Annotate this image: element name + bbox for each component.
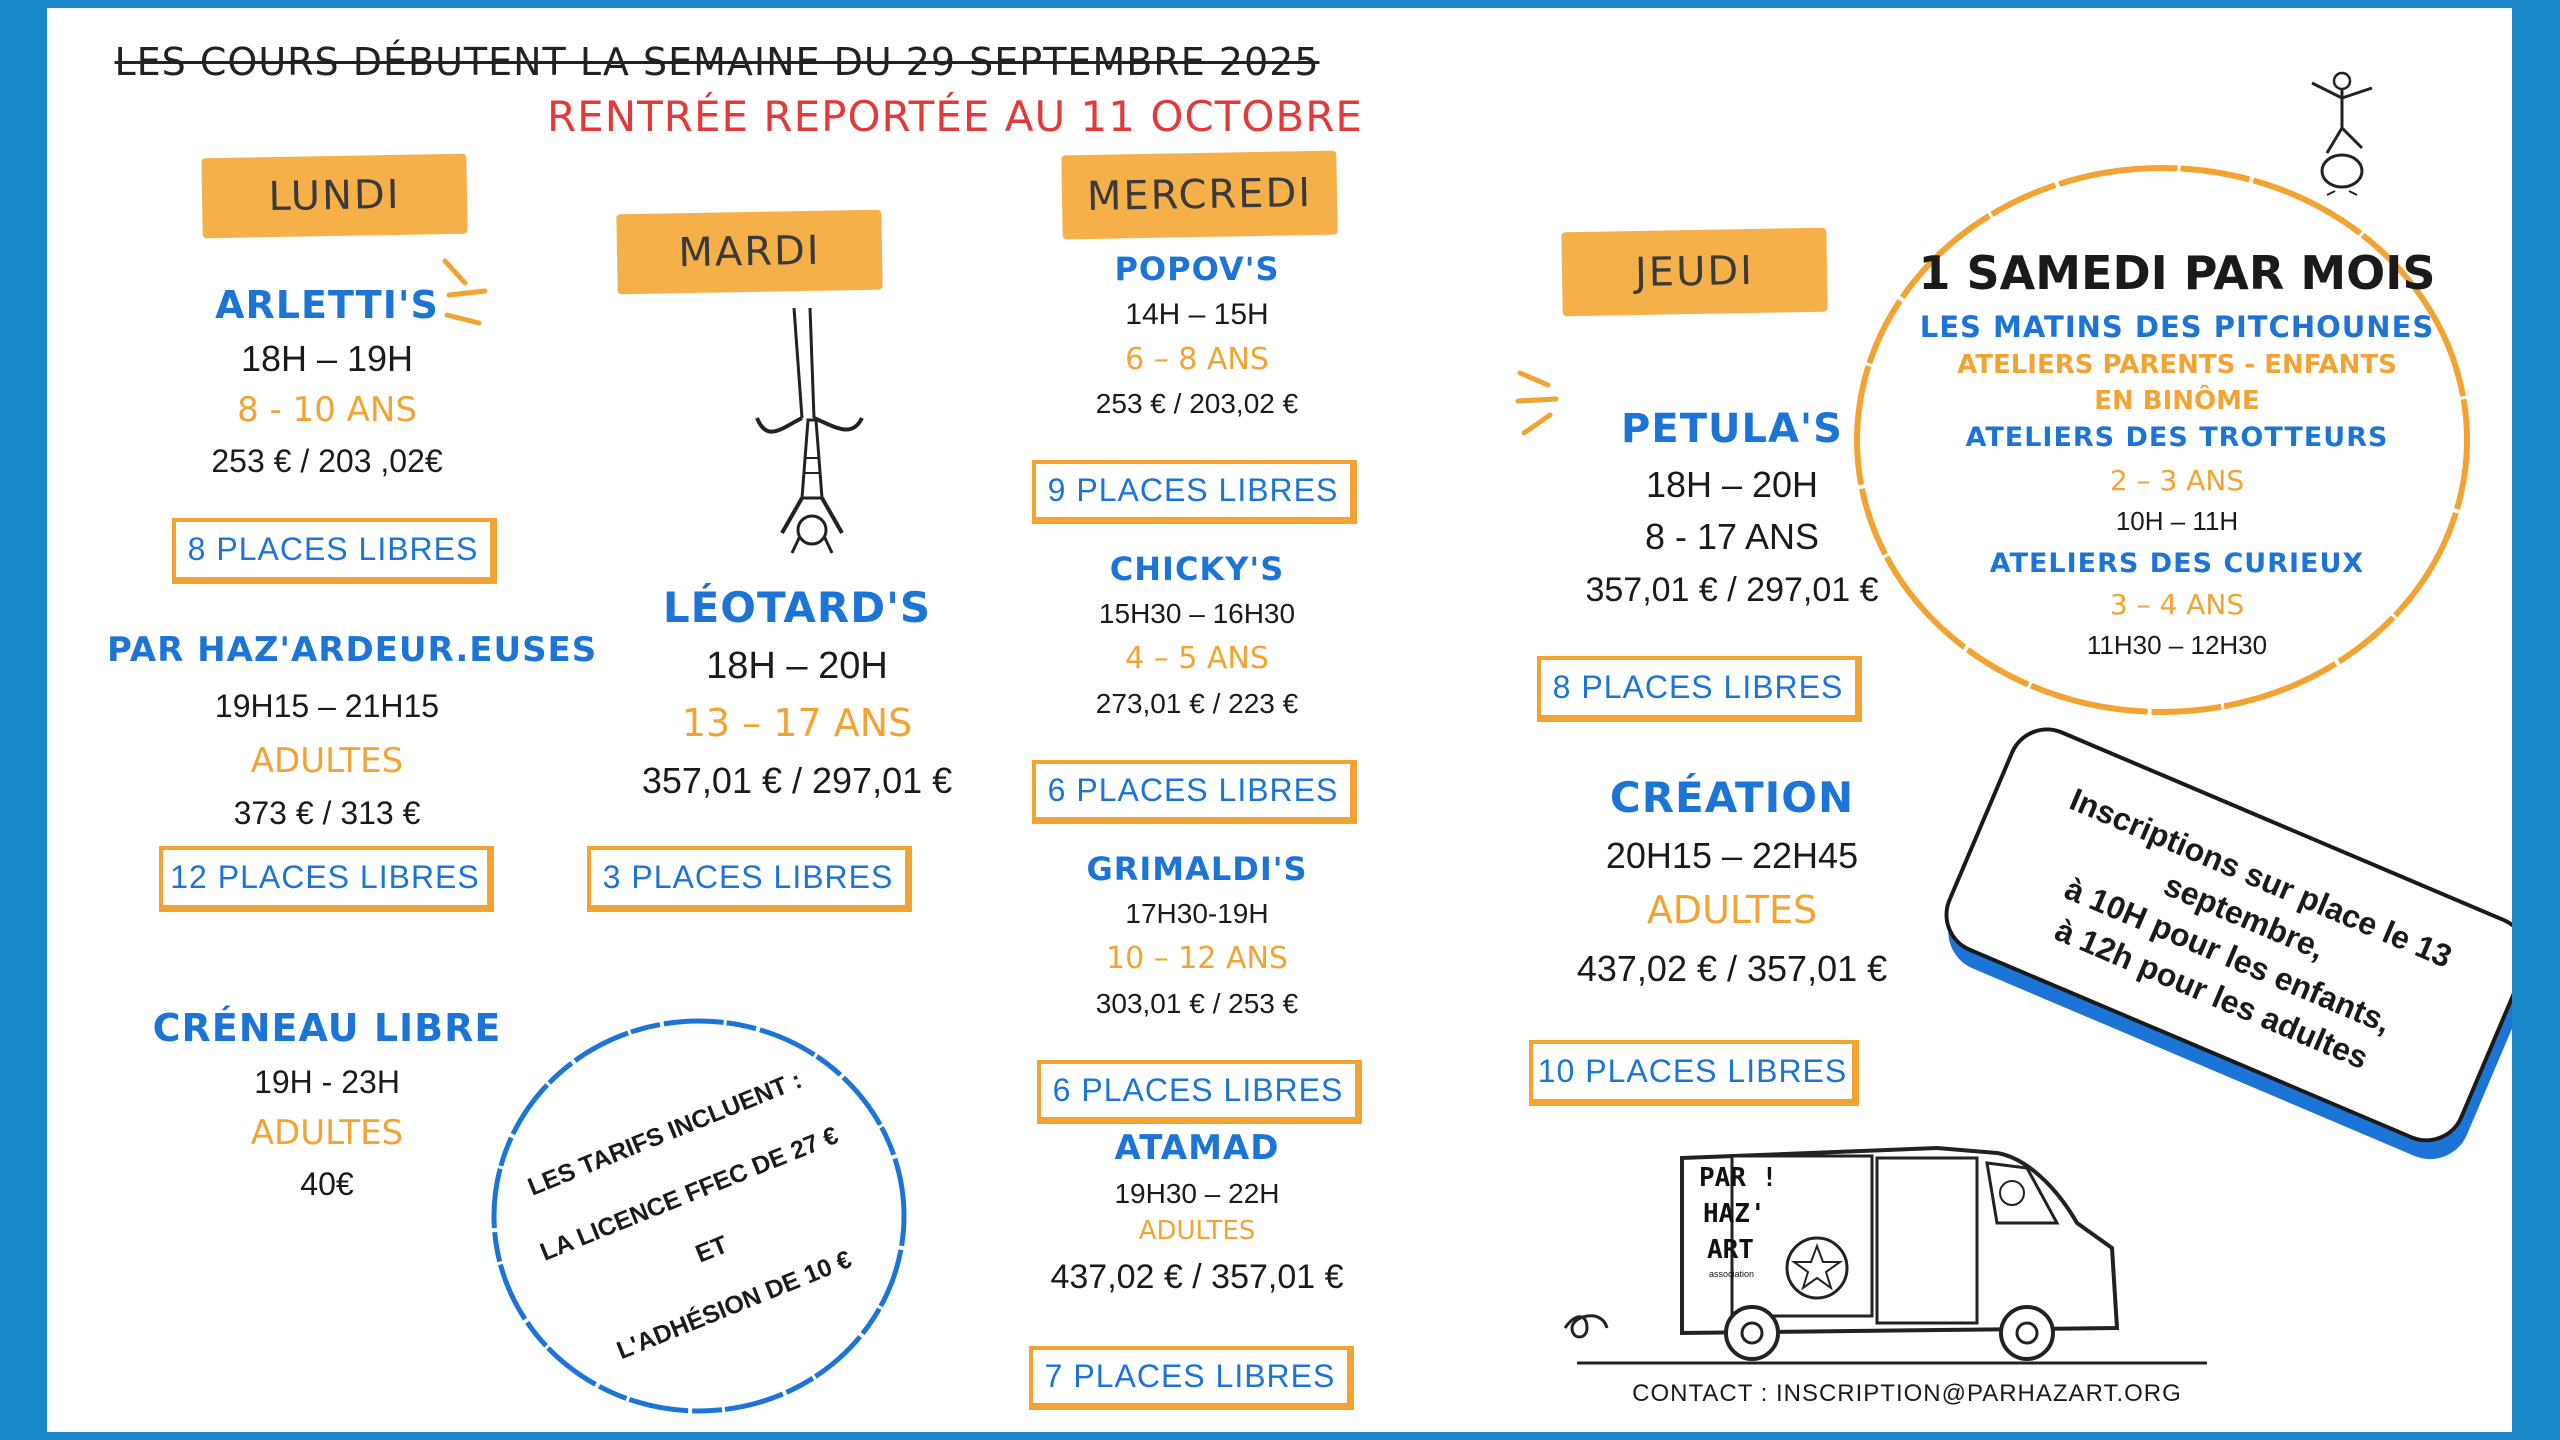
samedi-time-2: 11H30 – 12H30 (2086, 630, 2268, 660)
course-time: 18H – 20H (706, 645, 888, 687)
poster: LES COURS DÉBUTENT LA SEMAINE DU 29 SEPT… (47, 8, 2512, 1432)
course-price: 253 € / 203,02 € (1095, 388, 1299, 419)
day-banner-lundi: LUNDI (201, 153, 468, 239)
course-name: CRÉNEAU LIBRE (152, 1006, 502, 1050)
samedi-time-1: 10H – 11H (2115, 506, 2239, 536)
course-time: 19H15 – 21H15 (214, 688, 440, 724)
course-name: PETULA'S (1621, 406, 1843, 452)
course-name: ATAMAD (1114, 1128, 1280, 1168)
course-time: 18H – 19H (240, 338, 414, 379)
course-time: 19H30 – 22H (1114, 1178, 1280, 1209)
course-price: 437,02 € / 357,01 € (1576, 948, 1888, 989)
van-illustration-icon (1563, 1145, 2207, 1365)
van-logo: PAR ! HAZ' ART association (1687, 1163, 1797, 1323)
van-logo-line3: ART (1707, 1235, 1754, 1265)
course-time: 14H – 15H (1125, 298, 1269, 331)
course-price: 253 € / 203 ,02€ (211, 443, 443, 479)
sparkle-icon (1515, 370, 1559, 436)
course-time: 15H30 – 16H30 (1098, 598, 1296, 629)
samedi-binome: EN BINÔME (2094, 386, 2260, 416)
course-age: 4 – 5 ANS (1125, 641, 1269, 676)
contact-email[interactable]: CONTACT : INSCRIPTION@PARHAZART.ORG (1632, 1380, 2182, 1407)
course-age: ADULTES (1646, 888, 1818, 932)
places-badge: 12 PLACES LIBRES (159, 846, 494, 912)
places-badge: 6 PLACES LIBRES (1032, 760, 1357, 824)
van-logo-line1: PAR ! (1699, 1163, 1778, 1193)
course-name: LÉOTARD'S (662, 583, 932, 632)
places-badge: 9 PLACES LIBRES (1032, 460, 1357, 524)
course-time: 19H - 23H (254, 1064, 400, 1100)
day-banner-jeudi: JEUDI (1561, 227, 1828, 317)
samedi-atelier-curieux: ATELIERS DES CURIEUX (1989, 548, 2365, 579)
sparkle-icon (442, 258, 488, 326)
new-start-date: RENTRÉE REPORTÉE AU 11 OCTOBRE (547, 92, 1363, 141)
course-time: 18H – 20H (1645, 464, 1819, 505)
day-banner-mardi: MARDI (616, 209, 883, 295)
course-price: 357,01 € / 297,01 € (1585, 571, 1879, 609)
course-age: 10 – 12 ANS (1106, 941, 1288, 976)
samedi-age-2: 3 – 4 ANS (2109, 588, 2245, 621)
course-age: 6 – 8 ANS (1125, 342, 1269, 377)
course-price: 40€ (300, 1166, 354, 1202)
samedi-title: 1 SAMEDI PAR MOIS (1918, 246, 2436, 300)
course-time: 20H15 – 22H45 (1605, 835, 1859, 876)
course-age: ADULTES (1138, 1216, 1256, 1246)
van-logo-line2: HAZ' (1703, 1199, 1766, 1229)
course-name: ARLETTI'S (215, 283, 439, 327)
tarifs-circle (491, 1018, 907, 1414)
samedi-atelier-trotteurs: ATELIERS DES TROTTEURS (1965, 422, 2389, 453)
places-badge: 10 PLACES LIBRES (1529, 1040, 1859, 1106)
samedi-age-1: 2 – 3 ANS (2109, 464, 2245, 497)
course-age: ADULTES (250, 1113, 404, 1153)
course-name: PAR HAZ'ARDEUR.EUSES (107, 630, 598, 670)
places-badge: 8 PLACES LIBRES (1537, 656, 1862, 722)
course-age: 8 - 10 ANS (237, 390, 417, 430)
course-age: 13 – 17 ANS (681, 701, 913, 745)
course-name: CRÉATION (1609, 773, 1855, 822)
day-banner-mercredi: MERCREDI (1061, 150, 1338, 240)
course-price: 273,01 € / 223 € (1095, 688, 1299, 719)
places-badge: 6 PLACES LIBRES (1037, 1060, 1362, 1124)
course-time: 17H30-19H (1125, 898, 1269, 929)
course-name: GRIMALDI'S (1086, 850, 1308, 888)
places-badge: 7 PLACES LIBRES (1029, 1346, 1354, 1410)
samedi-circle (1854, 165, 2470, 715)
course-price: 373 € / 313 € (233, 795, 421, 831)
course-age: ADULTES (250, 741, 404, 781)
samedi-atelier-parents: ATELIERS PARENTS - ENFANTS (1957, 350, 2397, 380)
places-badge: 8 PLACES LIBRES (172, 518, 497, 584)
samedi-atelier-pitchounes: LES MATINS DES PITCHOUNES (1919, 310, 2435, 344)
juggler-illustration-icon (2311, 71, 2373, 196)
inscriptions-card: Inscriptions sur place le 13 septembre, … (1924, 715, 2512, 1181)
course-age: 8 - 17 ANS (1644, 516, 1820, 557)
course-name: POPOV'S (1114, 250, 1280, 288)
van-logo-line4: association (1709, 1269, 1755, 1279)
course-price: 437,02 € / 357,01 € (1050, 1258, 1344, 1296)
old-start-date: LES COURS DÉBUTENT LA SEMAINE DU 29 SEPT… (114, 40, 1320, 84)
acrobat-illustration-icon (755, 308, 864, 554)
course-name: CHICKY'S (1109, 550, 1285, 588)
course-price: 303,01 € / 253 € (1095, 988, 1299, 1019)
course-price: 357,01 € / 297,01 € (641, 760, 953, 801)
places-badge: 3 PLACES LIBRES (587, 846, 912, 912)
